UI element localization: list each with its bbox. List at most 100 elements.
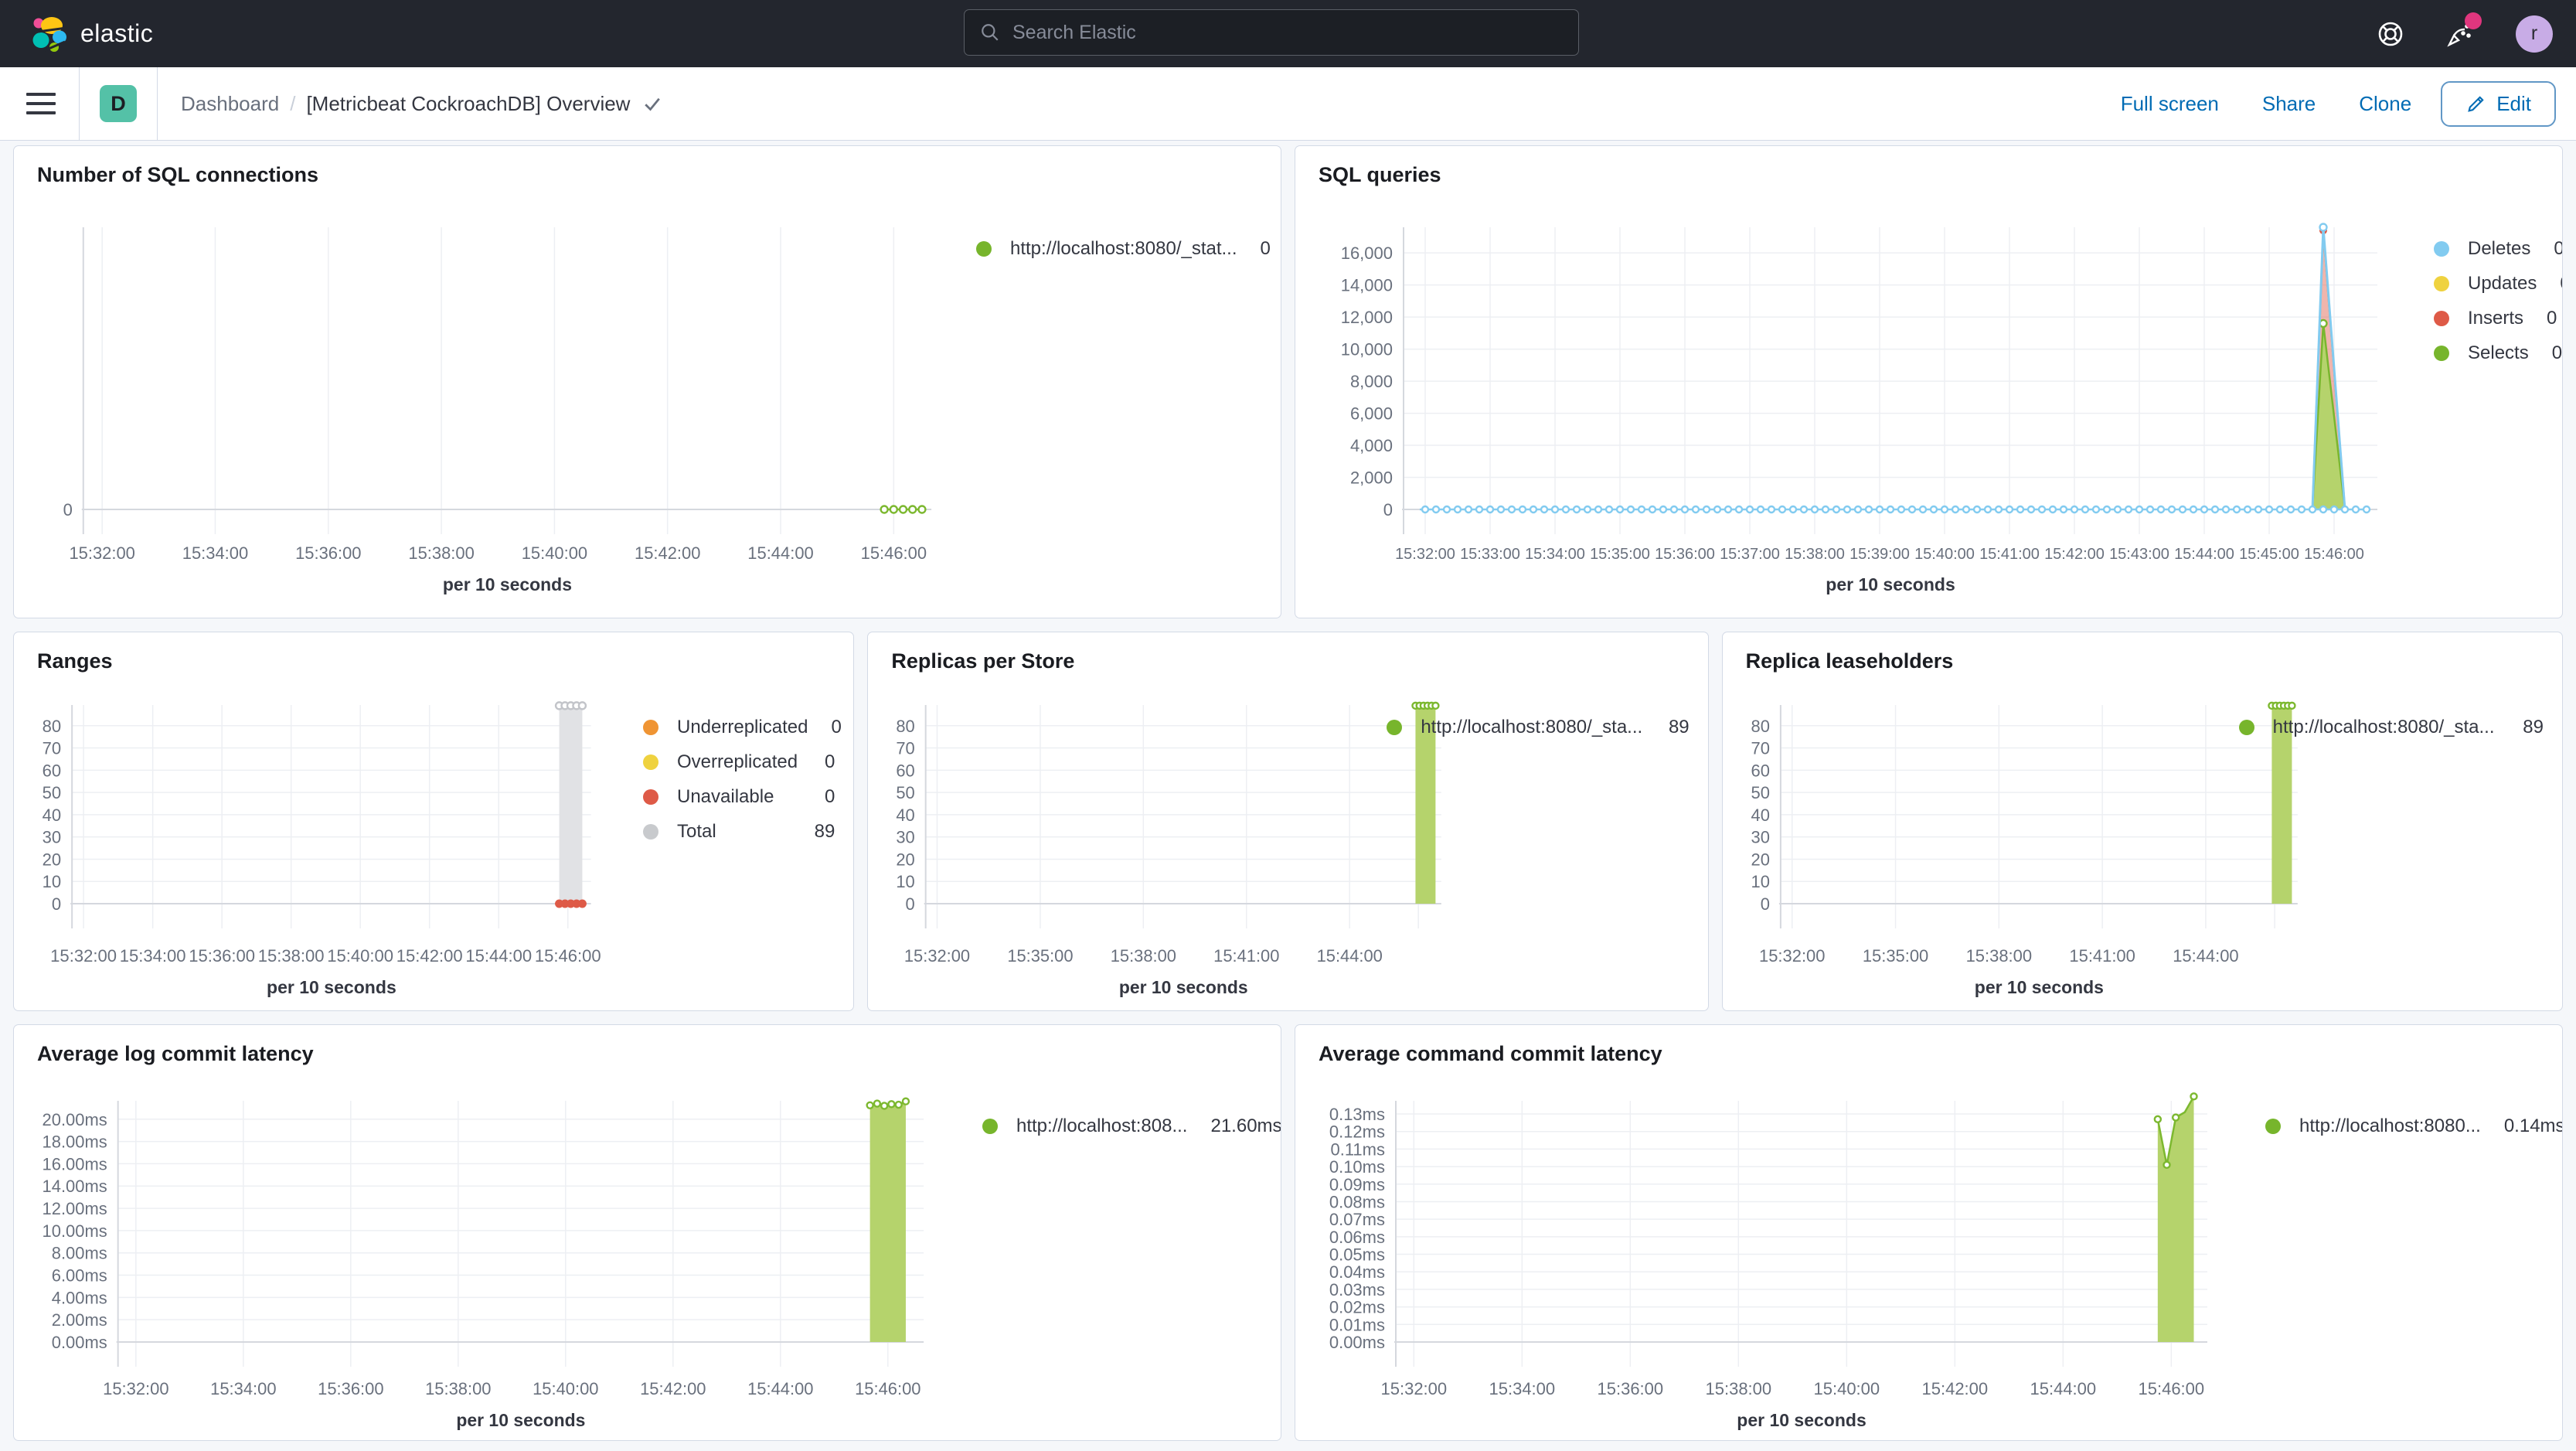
- svg-text:70: 70: [43, 739, 62, 758]
- legend-series-dot-icon: [643, 789, 658, 805]
- news-icon[interactable]: [2446, 12, 2482, 48]
- svg-text:6.00ms: 6.00ms: [52, 1266, 107, 1286]
- share-button[interactable]: Share: [2261, 91, 2316, 115]
- legend-series-value: 89: [814, 820, 835, 842]
- svg-text:15:44:00: 15:44:00: [2173, 946, 2238, 966]
- edit-button[interactable]: Edit: [2441, 80, 2556, 127]
- svg-text:15:44:00: 15:44:00: [2030, 1379, 2097, 1398]
- menu-icon[interactable]: [23, 87, 59, 121]
- legend-series-value: 0: [2537, 273, 2562, 295]
- pencil-icon: [2468, 96, 2484, 112]
- svg-text:50: 50: [897, 783, 915, 802]
- svg-text:4,000: 4,000: [1350, 436, 1393, 455]
- svg-text:50: 50: [43, 783, 62, 802]
- svg-text:per 10 seconds: per 10 seconds: [443, 574, 572, 594]
- svg-text:15:38:00: 15:38:00: [258, 946, 325, 966]
- legend-item[interactable]: Deletes0: [2434, 231, 2562, 266]
- legend-series-dot-icon: [643, 719, 658, 735]
- legend-series-value: 21.60ms: [1210, 1115, 1281, 1136]
- svg-text:15:32:00: 15:32:00: [1759, 946, 1825, 966]
- svg-text:0.04ms: 0.04ms: [1329, 1262, 1385, 1282]
- avatar[interactable]: r: [2516, 15, 2553, 53]
- svg-text:40: 40: [1751, 806, 1769, 825]
- breadcrumb-current[interactable]: [Metricbeat CockroachDB] Overview: [306, 92, 664, 116]
- svg-text:15:44:00: 15:44:00: [747, 1379, 813, 1398]
- legend-item[interactable]: http://localhost:8080/_sta... 89: [2238, 710, 2544, 744]
- legend-series-value: 89: [1668, 716, 1690, 737]
- svg-text:15:43:00: 15:43:00: [2109, 546, 2169, 563]
- svg-text:per 10 seconds: per 10 seconds: [456, 1410, 585, 1430]
- svg-text:0.00ms: 0.00ms: [52, 1333, 107, 1352]
- svg-text:15:44:00: 15:44:00: [1317, 946, 1383, 966]
- ranges-chart: 0 10 20 30 40 50 60 70 80 15:32:00 15:34:00 15:36:0…: [43, 701, 601, 997]
- panel-title: Replica leaseholders: [1745, 649, 1954, 673]
- legend-series-label: Deletes: [2468, 237, 2531, 259]
- legend-item[interactable]: http://localhost:8080/_sta... 89: [1387, 710, 1690, 744]
- svg-text:0.10ms: 0.10ms: [1329, 1157, 1385, 1177]
- legend-item[interactable]: http://localhost:8080/_stat... 0: [976, 231, 1271, 266]
- legend-item[interactable]: Underreplicated 0: [643, 710, 842, 744]
- svg-text:15:32:00: 15:32:00: [69, 543, 134, 563]
- svg-text:15:32:00: 15:32:00: [904, 946, 970, 966]
- search-input[interactable]: [1011, 20, 1578, 45]
- panel-sql-queries: 0 2,000 4,000 6,000 8,000 10,000 12,000 14,000 1…: [1295, 145, 2563, 618]
- legend-item[interactable]: Updates0: [2434, 266, 2562, 301]
- panel-title: SQL queries: [1319, 163, 1441, 186]
- svg-text:15:39:00: 15:39:00: [1849, 546, 1910, 563]
- legend-series-label: http://localhost:8080/_sta...: [2272, 716, 2495, 737]
- brand-name: elastic: [80, 19, 154, 47]
- svg-text:10,000: 10,000: [1341, 340, 1393, 359]
- legend: Deletes0Updates0Inserts0Selects0: [2434, 231, 2562, 370]
- breadcrumb-dashboard[interactable]: Dashboard: [181, 91, 280, 115]
- legend-item[interactable]: Overreplicated 0: [643, 744, 835, 779]
- legend-item[interactable]: Selects 0: [2434, 336, 2562, 370]
- svg-text:15:34:00: 15:34:00: [210, 1379, 276, 1398]
- clone-button[interactable]: Clone: [2359, 91, 2412, 115]
- svg-text:0: 0: [52, 894, 61, 914]
- svg-text:15:32:00: 15:32:00: [50, 946, 117, 966]
- svg-text:0.05ms: 0.05ms: [1329, 1245, 1385, 1265]
- legend-series-dot-icon: [1387, 719, 1403, 735]
- svg-text:14,000: 14,000: [1341, 276, 1393, 295]
- svg-text:0.01ms: 0.01ms: [1329, 1315, 1385, 1334]
- svg-text:per 10 seconds: per 10 seconds: [1737, 1410, 1866, 1430]
- svg-text:40: 40: [897, 806, 915, 825]
- svg-text:0.00ms: 0.00ms: [1329, 1333, 1385, 1352]
- svg-text:15:42:00: 15:42:00: [635, 543, 700, 563]
- svg-text:15:40:00: 15:40:00: [1914, 546, 1975, 563]
- legend-item[interactable]: http://localhost:8080... 0.14ms: [2265, 1109, 2562, 1143]
- panel-title: Average command commit latency: [1319, 1042, 1662, 1065]
- legend-series-label: Selects: [2468, 342, 2529, 363]
- svg-text:15:35:00: 15:35:00: [1590, 546, 1650, 563]
- svg-text:0.11ms: 0.11ms: [1330, 1139, 1385, 1159]
- svg-text:15:44:00: 15:44:00: [465, 946, 532, 966]
- legend-series-dot-icon: [2434, 275, 2449, 291]
- legend-item[interactable]: http://localhost:808... 21.60ms: [982, 1109, 1281, 1143]
- svg-text:60: 60: [897, 761, 915, 780]
- legend-series-dot-icon: [643, 823, 658, 840]
- svg-text:15:37:00: 15:37:00: [1720, 546, 1780, 563]
- elastic-brand[interactable]: elastic: [31, 15, 153, 53]
- legend-series-dot-icon: [643, 754, 658, 770]
- svg-text:8.00ms: 8.00ms: [52, 1244, 107, 1263]
- svg-text:per 10 seconds: per 10 seconds: [267, 977, 396, 997]
- svg-text:16.00ms: 16.00ms: [43, 1154, 107, 1173]
- svg-text:0.02ms: 0.02ms: [1329, 1298, 1385, 1317]
- help-icon[interactable]: [2377, 20, 2404, 48]
- global-search[interactable]: [964, 9, 1579, 56]
- full-screen-button[interactable]: Full screen: [2120, 91, 2219, 115]
- svg-text:15:38:00: 15:38:00: [1706, 1379, 1772, 1398]
- legend-item[interactable]: Total 89: [643, 814, 835, 849]
- legend-series-value: 0: [824, 751, 835, 772]
- legend-item[interactable]: Unavailable 0: [643, 779, 835, 814]
- replica-leaseholders-chart: 0 10 20 30 40 50 60 70 80 15:32:00 15:35:00 15:38:0…: [1751, 701, 2298, 997]
- svg-text:20: 20: [897, 850, 915, 869]
- svg-text:2,000: 2,000: [1350, 468, 1393, 488]
- svg-text:70: 70: [897, 739, 915, 758]
- svg-text:15:40:00: 15:40:00: [522, 543, 587, 563]
- svg-text:15:46:00: 15:46:00: [861, 543, 927, 563]
- space-badge[interactable]: D: [100, 85, 137, 122]
- legend-item[interactable]: Inserts 0: [2434, 301, 2557, 336]
- svg-text:15:32:00: 15:32:00: [103, 1379, 168, 1398]
- panel-ranges: 0 10 20 30 40 50 60 70 80 15:32:00 15:34:00 15:36:0…: [13, 632, 855, 1011]
